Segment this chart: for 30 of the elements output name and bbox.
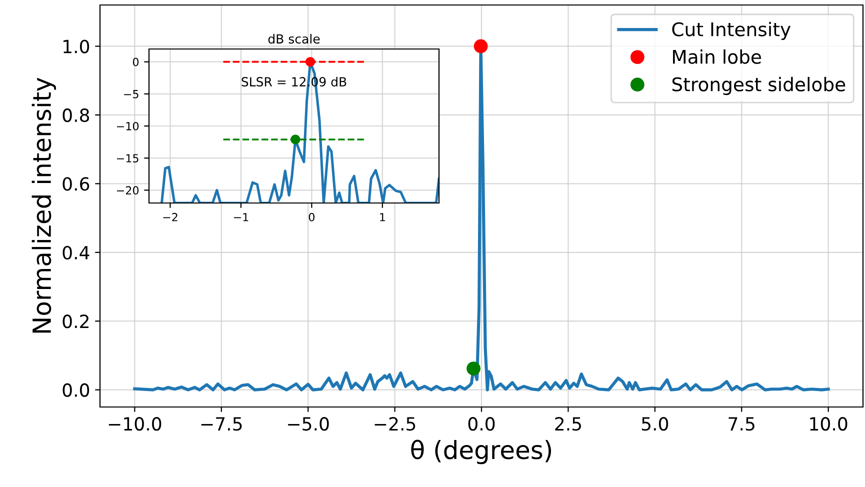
x-tick-label: 7.5 bbox=[728, 417, 754, 431]
y-axis-title: Normalized intensity bbox=[32, 78, 56, 333]
y-tick-label: −20 bbox=[117, 186, 139, 195]
x-tick-label: −1 bbox=[234, 213, 248, 222]
x-tick-label: −2.5 bbox=[374, 417, 416, 431]
x-tick-label: 2.5 bbox=[555, 417, 581, 431]
x-axis-title: θ (degrees) bbox=[411, 440, 552, 464]
x-tick-label: −5.0 bbox=[288, 417, 329, 431]
y-tick-label: 1.0 bbox=[64, 40, 90, 54]
x-tick-label: −10.0 bbox=[108, 417, 162, 431]
x-tick-label: 10.0 bbox=[810, 417, 848, 431]
x-tick-label: 1 bbox=[380, 213, 385, 222]
x-tick-label: 0.0 bbox=[468, 417, 495, 431]
legend-label: Strongest sidelobe bbox=[672, 76, 846, 96]
x-tick-label: 0 bbox=[308, 212, 314, 222]
y-tick-label: 0.6 bbox=[62, 177, 90, 191]
y-tick-label: 0.8 bbox=[62, 108, 90, 122]
y-tick-label: −5 bbox=[124, 90, 138, 98]
x-tick-label: −7.5 bbox=[201, 417, 242, 431]
y-tick-label: −15 bbox=[117, 154, 138, 162]
y-tick-label: 0.0 bbox=[62, 383, 90, 397]
legend-label: Cut Intensity bbox=[672, 22, 791, 40]
y-tick-label: −10 bbox=[117, 122, 139, 130]
x-tick-label: 5.0 bbox=[642, 417, 668, 431]
legend-label: Main lobe bbox=[673, 49, 762, 64]
x-tick-label: −2 bbox=[163, 212, 178, 222]
y-tick-label: 0.2 bbox=[62, 314, 88, 328]
chart-title: dB scale bbox=[268, 34, 320, 44]
y-tick-label: 0 bbox=[132, 58, 139, 66]
y-tick-label: 0.4 bbox=[62, 246, 90, 260]
